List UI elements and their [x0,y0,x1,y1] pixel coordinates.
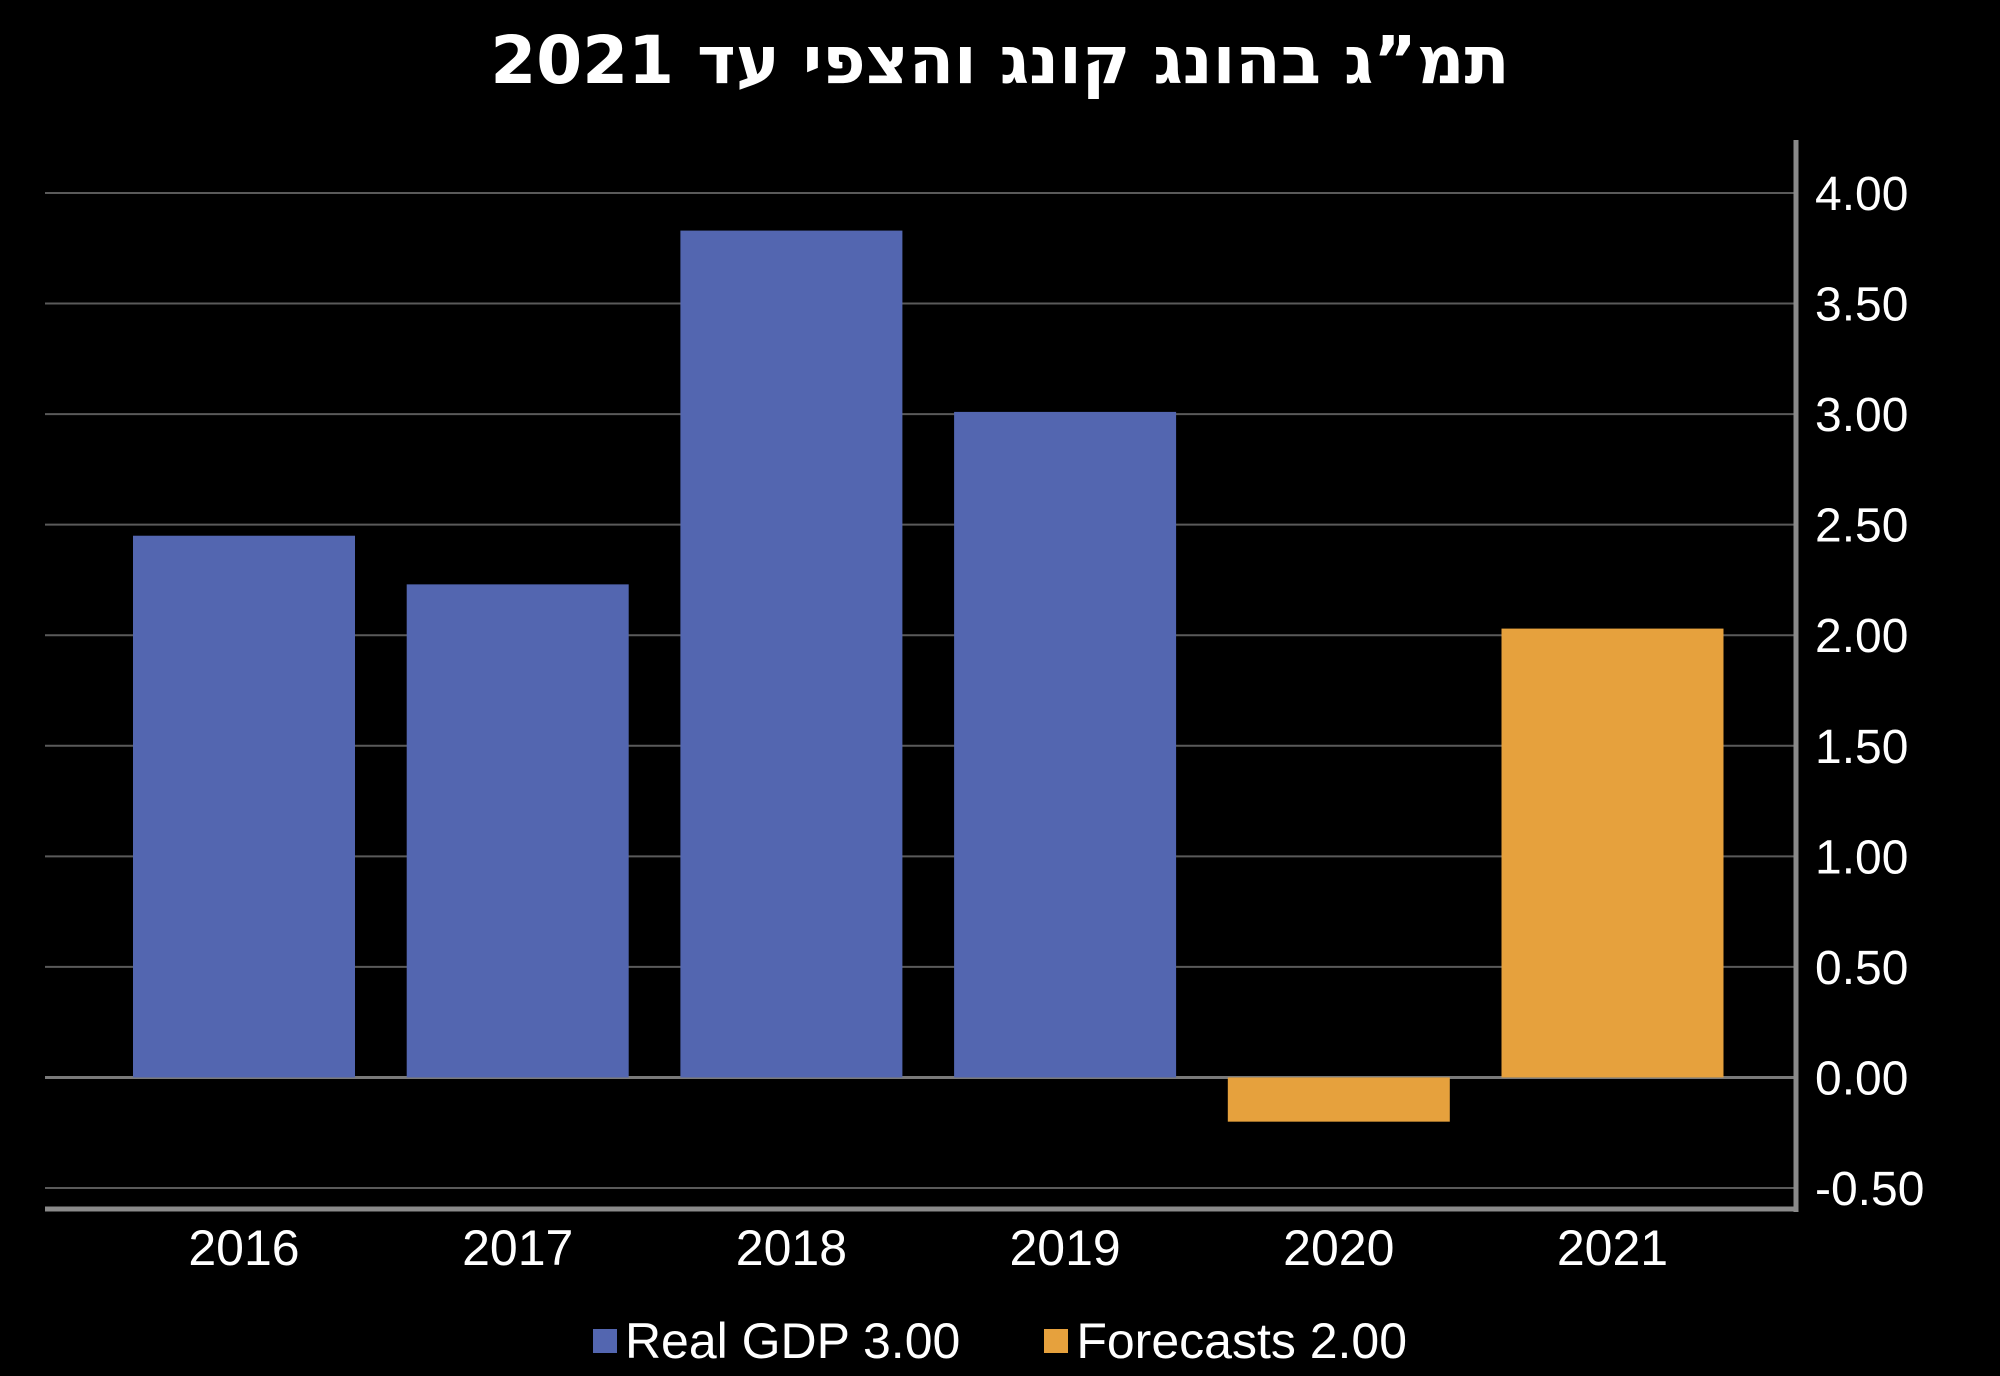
y-tick-label: 3.50 [1815,279,1908,332]
bar-2019 [954,411,1177,1078]
x-tick-label: 2016 [188,1220,299,1276]
y-tick-label: 1.00 [1815,831,1908,884]
x-tick-label: 2020 [1283,1220,1394,1276]
y-tick-label: 2.00 [1815,610,1908,663]
axis-labels: -0.50 0.00 0.50 1.00 1.50 2.00 2.50 3.00 3.50 4.0… [188,168,1924,1276]
legend-swatch-forecasts [1044,1329,1069,1353]
x-tick-label: 2018 [736,1220,847,1276]
bar-2017 [406,584,629,1078]
bar-2018 [680,230,903,1078]
bars [133,230,1724,1122]
y-tick-label: 0.50 [1815,942,1908,995]
legend-swatch-real-gdp [592,1329,617,1353]
legend-label-real-gdp: Real GDP 3.00 [624,1313,961,1369]
bar-2021 [1501,628,1724,1078]
x-tick-label: 2019 [1009,1220,1120,1276]
y-tick-label: 4.00 [1815,168,1908,221]
legend-item-real-gdp: Real GDP 3.00 [592,1312,961,1370]
bar-2016 [133,535,355,1078]
legend: Real GDP 3.00 Forecasts 2.00 [0,1312,2000,1370]
x-tick-label: 2017 [462,1220,573,1276]
y-tick-label: 0.00 [1815,1052,1908,1105]
axes [45,140,1799,1212]
chart-title: תמ”ג בהונג קונג והצפי עד 2021 [490,22,1510,99]
legend-item-forecasts: Forecasts 2.00 [1044,1312,1407,1370]
y-tick-label: 3.00 [1815,389,1908,442]
y-tick-label: -0.50 [1815,1163,1924,1216]
y-tick-label: 1.50 [1815,721,1908,774]
y-tick-label: 2.50 [1815,500,1908,553]
legend-label-forecasts: Forecasts 2.00 [1076,1313,1408,1369]
x-tick-label: 2021 [1557,1220,1668,1276]
bar-2020 [1227,1077,1450,1122]
